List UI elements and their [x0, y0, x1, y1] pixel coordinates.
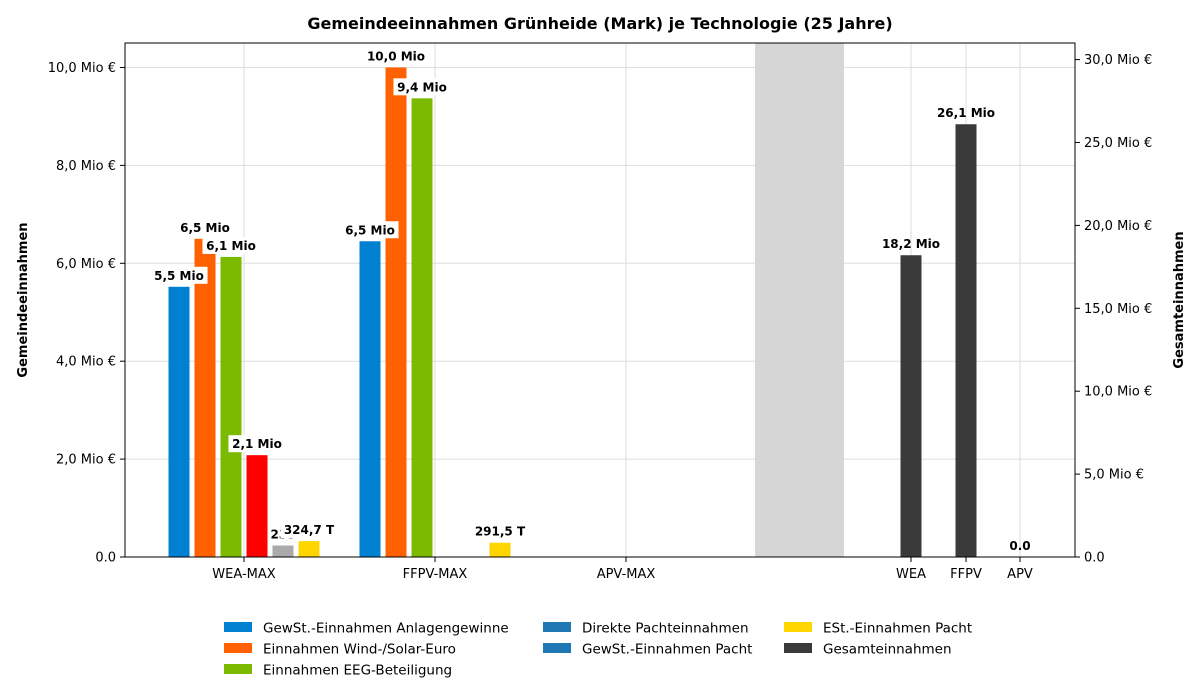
legend: GewSt.-Einnahmen Anlagengewinne Einnahmen… — [224, 621, 972, 679]
legend-swatch — [784, 643, 812, 653]
data-label: 5,5 Mio — [154, 269, 204, 283]
y-tick-label: 0.0 — [95, 551, 116, 566]
bars — [168, 67, 977, 558]
y2-tick-label: 15,0 Mio € — [1084, 302, 1152, 317]
data-label: 26,1 Mio — [937, 106, 995, 120]
data-label-box — [202, 236, 260, 254]
legend-swatch — [784, 622, 812, 632]
legend-label: Gesamteinnahmen — [823, 642, 952, 658]
data-label-box — [363, 47, 429, 65]
data-label-box — [341, 221, 399, 239]
bar — [489, 542, 511, 557]
data-label: 9,4 Mio — [397, 80, 447, 94]
y-tick-label: 6,0 Mio € — [56, 257, 116, 272]
legend-swatch — [224, 664, 252, 674]
total-bar — [900, 255, 922, 558]
bar — [194, 238, 216, 558]
bar — [385, 67, 407, 557]
data-label: 18,2 Mio — [882, 237, 940, 251]
data-label: 0.0 — [1009, 539, 1030, 553]
y-tick-label: 10,0 Mio € — [48, 61, 116, 76]
data-label-box — [150, 266, 208, 284]
y2-tick-label: 25,0 Mio € — [1084, 136, 1152, 151]
y-axis-label: Gemeindeeinnahmen — [16, 222, 31, 377]
x-tick-label: APV-MAX — [597, 567, 656, 582]
bar — [220, 256, 242, 557]
y2-tick-label: 0.0 — [1084, 551, 1105, 566]
y2-tick-label: 5,0 Mio € — [1084, 468, 1144, 483]
total-bar — [955, 124, 977, 557]
chart-title: Gemeindeeinnahmen Grünheide (Mark) je Te… — [307, 14, 892, 33]
y2-tick-label: 10,0 Mio € — [1084, 385, 1152, 400]
data-label-box — [228, 435, 286, 453]
data-label-box — [471, 522, 529, 540]
separator-band — [755, 43, 844, 557]
bar — [298, 541, 320, 557]
legend-swatch — [543, 643, 571, 653]
x-tick-label: FFPV — [950, 567, 982, 582]
y2-tick-label: 20,0 Mio € — [1084, 219, 1152, 234]
y2-axis-label: Gesamteinnahmen — [1172, 231, 1187, 368]
x-tick-label: WEA — [896, 567, 926, 582]
data-label: 6,5 Mio — [180, 221, 230, 235]
separator-band-rect — [755, 43, 844, 557]
data-labels: 5,5 Mio 6,5 Mio 6,5 Mio 10,0 Mio 6,1 Mio 9,4 … — [150, 47, 1031, 553]
plot-frame — [124, 42, 1076, 558]
axis-ticks: 0.0 2,0 Mio € 4,0 Mio € 6,0 Mio € 8,0 Mio € 1… — [48, 53, 1153, 582]
data-label-box — [176, 218, 234, 236]
y-tick-label: 8,0 Mio € — [56, 159, 116, 174]
legend-label: GewSt.-Einnahmen Pacht — [582, 642, 752, 658]
data-label: 6,1 Mio — [206, 239, 256, 253]
data-label: 6,5 Mio — [345, 223, 395, 237]
x-tick-label: APV — [1007, 567, 1033, 582]
y-tick-label: 2,0 Mio € — [56, 453, 116, 468]
legend-swatch — [224, 643, 252, 653]
bar — [246, 455, 268, 557]
data-label-box — [280, 521, 338, 539]
data-label-box — [393, 78, 451, 96]
legend-label: Einnahmen EEG-Beteiligung — [263, 663, 452, 679]
legend-label: ESt.-Einnahmen Pacht — [823, 621, 972, 637]
bar — [411, 98, 433, 557]
bar — [359, 241, 381, 557]
data-label: 291,5 T — [475, 525, 526, 539]
bar — [272, 545, 294, 557]
x-tick-label: FFPV-MAX — [403, 567, 468, 582]
legend-label: Einnahmen Wind-/Solar-Euro — [263, 642, 456, 658]
legend-swatch — [543, 622, 571, 632]
y2-tick-label: 30,0 Mio € — [1084, 53, 1152, 68]
legend-label: Direkte Pachteinnahmen — [582, 621, 749, 637]
x-tick-label: WEA-MAX — [212, 567, 275, 582]
data-label: 10,0 Mio — [367, 49, 425, 63]
legend-label: GewSt.-Einnahmen Anlagengewinne — [263, 621, 509, 637]
bar — [168, 286, 190, 557]
y-tick-label: 4,0 Mio € — [56, 355, 116, 370]
data-label: 2,1 Mio — [232, 437, 282, 451]
legend-swatch — [224, 622, 252, 632]
data-label: 324,7 T — [284, 523, 335, 537]
